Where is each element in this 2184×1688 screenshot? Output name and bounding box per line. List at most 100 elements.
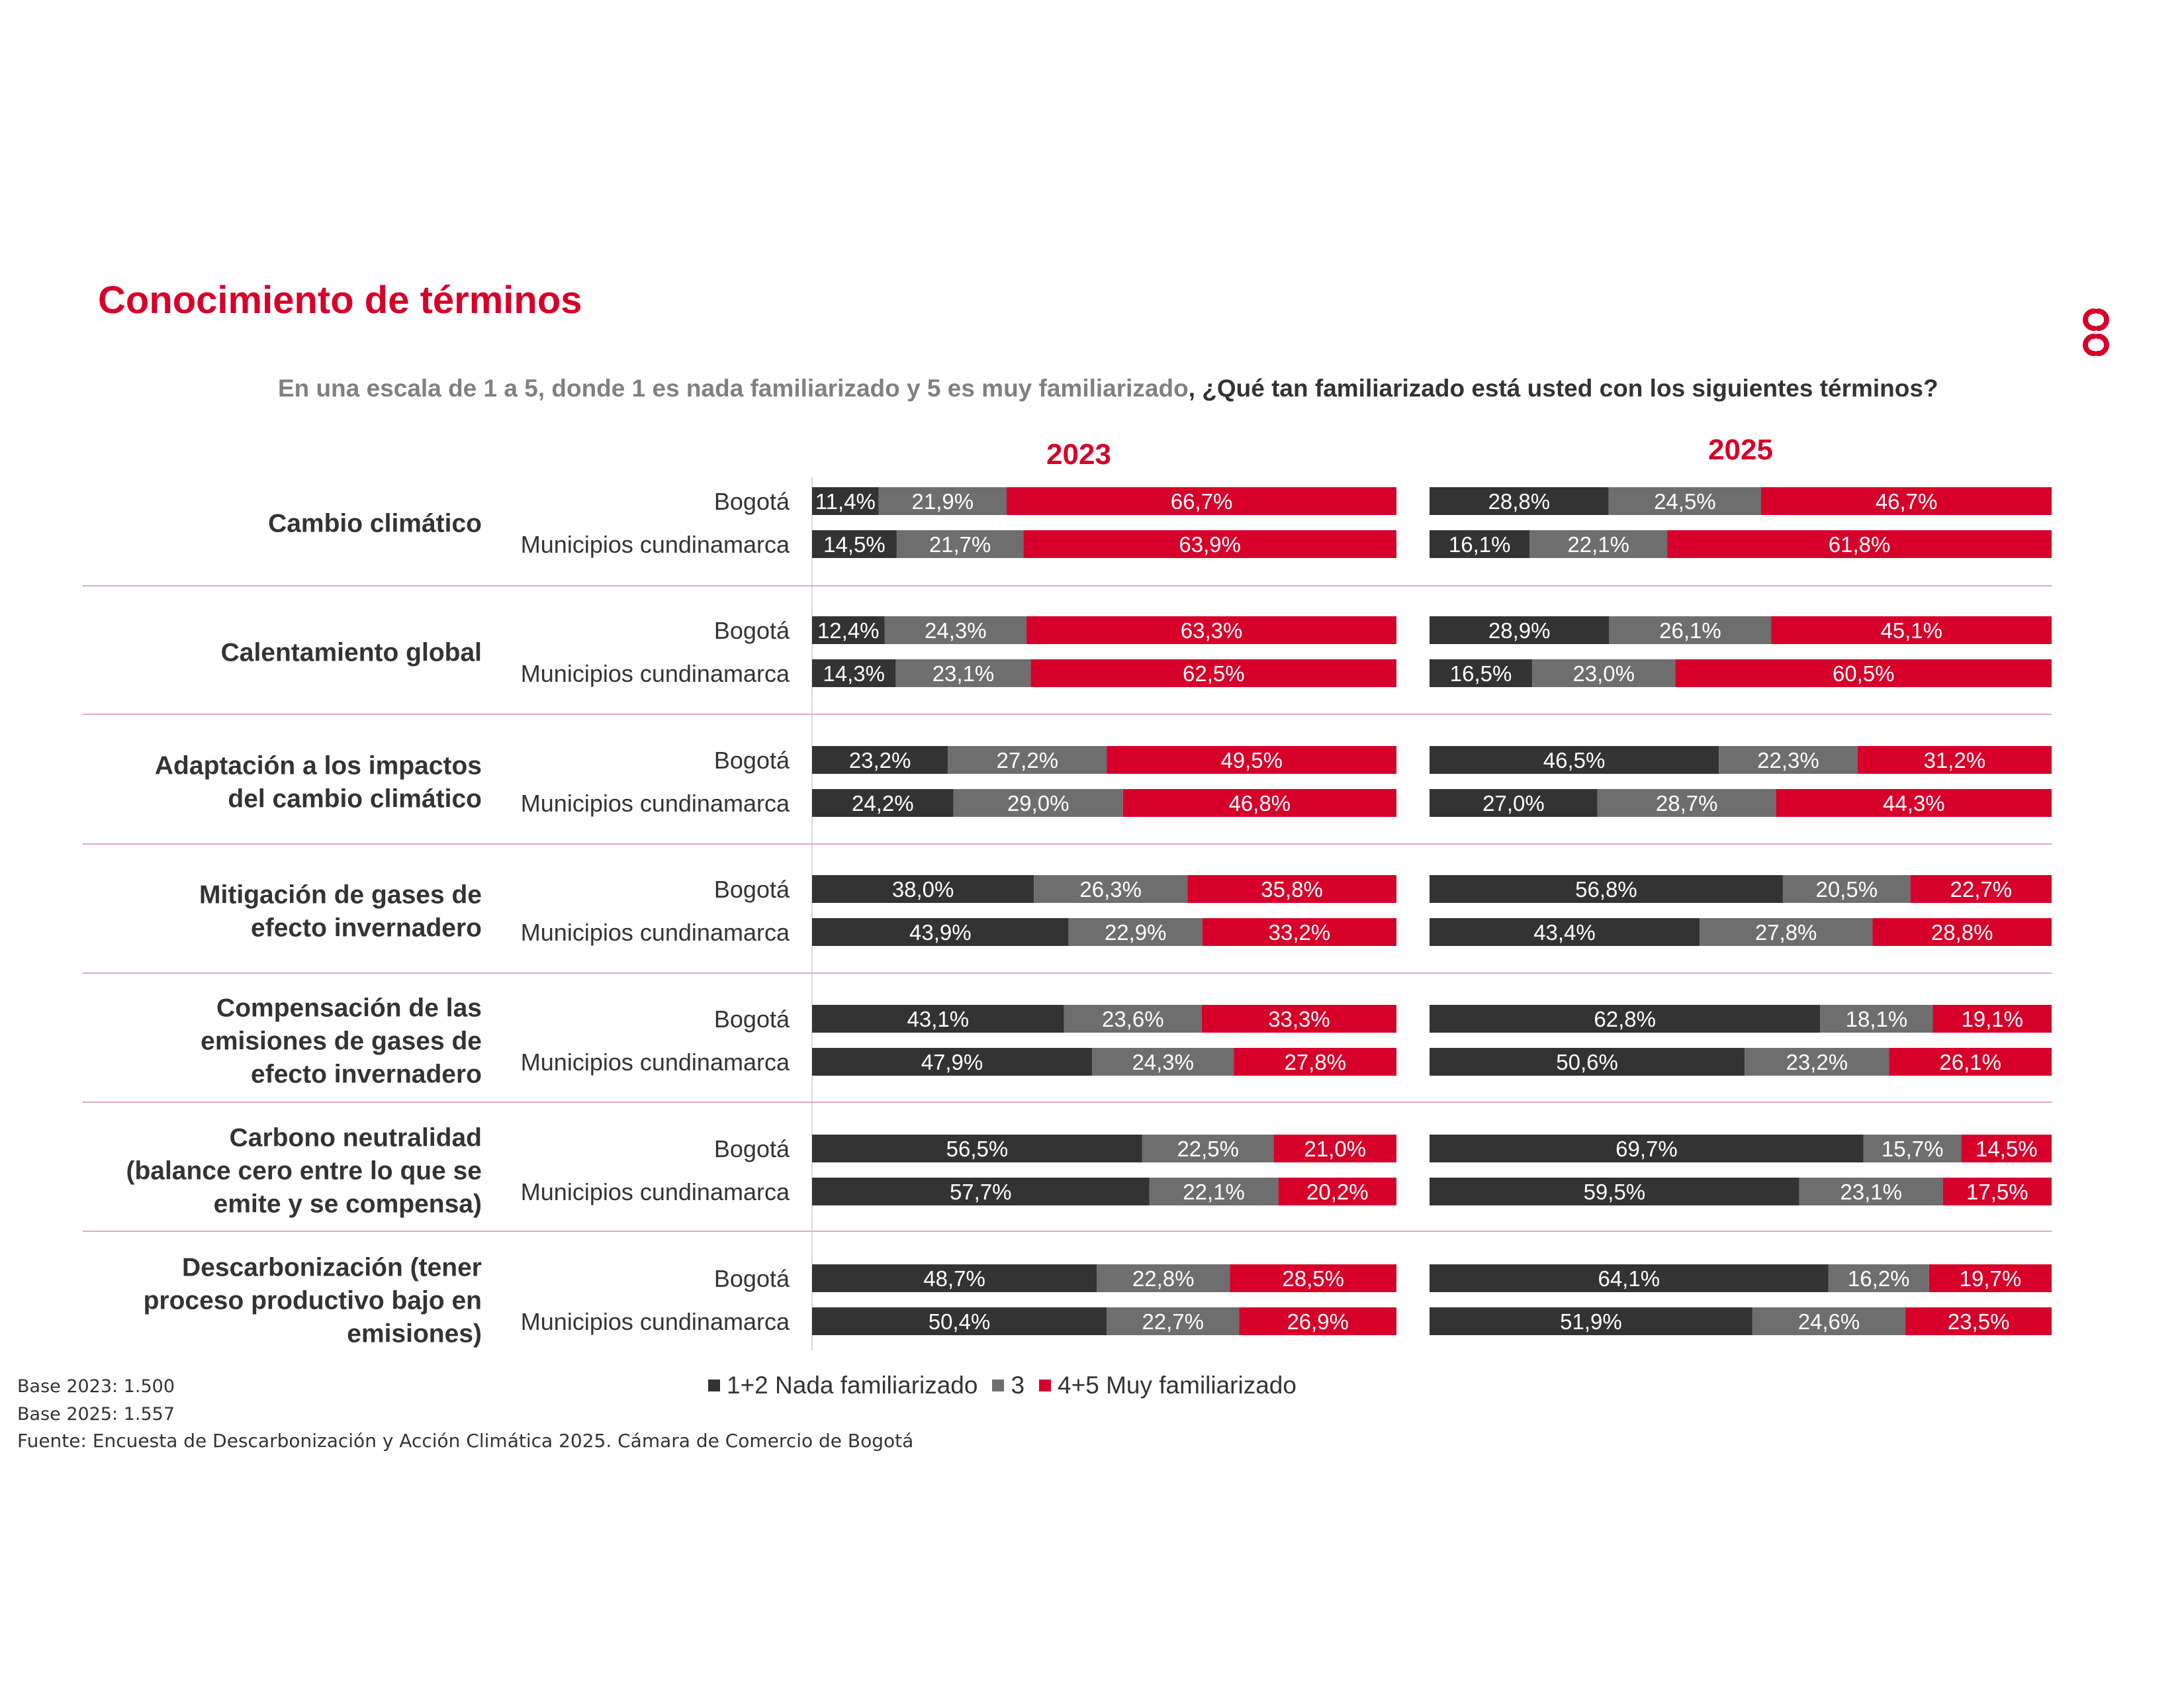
term-label: Mitigación de gases de: [199, 881, 482, 910]
legend-label-3: 3: [1011, 1372, 1025, 1399]
data-label: 15,7%: [1882, 1137, 1944, 1161]
data-label: 14,5%: [823, 532, 886, 557]
data-label: 22,9%: [1105, 920, 1167, 945]
data-label: 26,9%: [1287, 1309, 1349, 1334]
data-label: 22,7%: [1142, 1309, 1204, 1334]
bar-segment: [1026, 616, 1396, 644]
data-label: 14,5%: [1976, 1137, 2038, 1161]
data-label: 23,6%: [1102, 1007, 1164, 1031]
term-label: Compensación de las: [216, 994, 482, 1023]
bar-segment: [1929, 1264, 2052, 1292]
bar-segment: [1828, 1264, 1929, 1292]
term-label: emite y se compensa): [214, 1190, 482, 1219]
bar-segment: [1609, 616, 1772, 644]
data-label: 21,9%: [912, 489, 974, 514]
bar-segment: [1699, 918, 1873, 946]
data-label: 56,8%: [1575, 877, 1637, 902]
bar-segment: [1430, 1307, 1752, 1335]
legend-label-nada: 1+2 Nada familiarizado: [727, 1372, 978, 1399]
bar-segment: [1719, 746, 1858, 774]
bar-segment: [1745, 1048, 1889, 1076]
data-label: 35,8%: [1261, 877, 1323, 902]
data-label: 22,8%: [1132, 1266, 1195, 1291]
bar-segment: [1776, 789, 2052, 817]
page-title: Conocimiento de términos: [98, 279, 582, 322]
data-label: 33,2%: [1269, 920, 1331, 945]
bar-segment: [1091, 1048, 1234, 1076]
bar-segment: [812, 875, 1034, 903]
term-label: (balance cero entre lo que se: [126, 1157, 482, 1186]
row-label: Municipios cundinamarca: [521, 531, 790, 558]
bar-segment: [1430, 918, 1700, 946]
bar-segment: [1863, 1135, 1962, 1162]
data-label: 24,3%: [1132, 1050, 1194, 1074]
data-label: 38,0%: [892, 877, 954, 902]
bar-segment: [812, 1264, 1097, 1292]
data-label: 11,4%: [815, 489, 876, 514]
bar-segment: [1023, 530, 1396, 558]
source-note: Fuente: Encuesta de Descarbonización y A…: [17, 1430, 914, 1452]
term-label: emisiones de gases de: [201, 1027, 482, 1056]
row-label: Bogotá: [714, 876, 790, 903]
data-label: 22,1%: [1183, 1180, 1245, 1204]
term-label: Descarbonización (tener: [182, 1254, 482, 1282]
base-note-2025: Base 2025: 1.557: [17, 1404, 175, 1425]
row-label: Municipios cundinamarca: [521, 1178, 790, 1205]
bar-segment: [1608, 487, 1762, 515]
bar-segment: [812, 1048, 1092, 1076]
data-label: 12,4%: [817, 618, 880, 643]
bar-segment: [1064, 1005, 1202, 1033]
legend-swatch-nada: [708, 1380, 720, 1391]
panel-title-2023: 2023: [1046, 438, 1111, 471]
bar-segment: [1234, 1048, 1396, 1076]
term-label: emisiones): [347, 1320, 482, 1348]
data-label: 46,8%: [1229, 791, 1291, 816]
data-label: 29,0%: [1007, 791, 1069, 816]
bar-segment: [1782, 875, 1911, 903]
bar-segment: [1202, 918, 1396, 946]
bar-segment: [1675, 659, 2052, 687]
row-label: Bogotá: [714, 1265, 790, 1292]
data-label: 28,8%: [1488, 489, 1551, 514]
data-label: 43,1%: [907, 1007, 969, 1031]
bar-segment: [1107, 746, 1396, 774]
bar-segment: [1872, 918, 2052, 946]
data-label: 26,1%: [1659, 618, 1721, 643]
data-label: 44,3%: [1883, 791, 1945, 816]
bar-segment: [812, 659, 896, 687]
data-label: 48,7%: [923, 1266, 985, 1291]
data-label: 43,9%: [909, 920, 972, 945]
question-scale-text: En una escala de 1 a 5, donde 1 es nada …: [278, 375, 1189, 402]
data-label: 22,1%: [1567, 532, 1629, 557]
bar-segment: [812, 746, 948, 774]
data-label: 21,0%: [1304, 1137, 1366, 1161]
bar-segment: [1532, 659, 1676, 687]
panel-title-2025: 2025: [1708, 434, 1773, 466]
bar-segment: [1239, 1307, 1396, 1335]
bar-segment: [812, 1307, 1107, 1335]
bar-segment: [1430, 1178, 1799, 1205]
row-label: Municipios cundinamarca: [521, 1308, 790, 1335]
data-label: 24,5%: [1654, 489, 1716, 514]
bar-segment: [1149, 1178, 1279, 1205]
data-label: 62,5%: [1183, 661, 1245, 686]
bar-segment: [1430, 1264, 1829, 1292]
data-label: 24,3%: [925, 618, 987, 643]
data-label: 50,6%: [1556, 1050, 1618, 1074]
bar-segment: [1230, 1264, 1396, 1292]
bar-segment: [1278, 1178, 1396, 1205]
bar-segment: [1889, 1048, 2052, 1076]
data-label: 50,4%: [929, 1309, 991, 1334]
data-label: 20,5%: [1815, 877, 1878, 902]
data-label: 19,7%: [1960, 1266, 2022, 1291]
data-label: 19,1%: [1961, 1007, 2023, 1031]
legend-item-3: 3: [992, 1372, 1024, 1399]
data-label: 64,1%: [1598, 1266, 1660, 1291]
bar-segment: [1430, 1005, 1821, 1033]
survey-question: En una escala de 1 a 5, donde 1 es nada …: [278, 375, 1938, 402]
row-label: Municipios cundinamarca: [521, 660, 790, 687]
term-label: proceso productivo bajo en: [144, 1287, 482, 1315]
bar-segment: [1667, 530, 2052, 558]
bar-segment: [1430, 487, 1609, 515]
data-label: 45,1%: [1880, 618, 1942, 643]
